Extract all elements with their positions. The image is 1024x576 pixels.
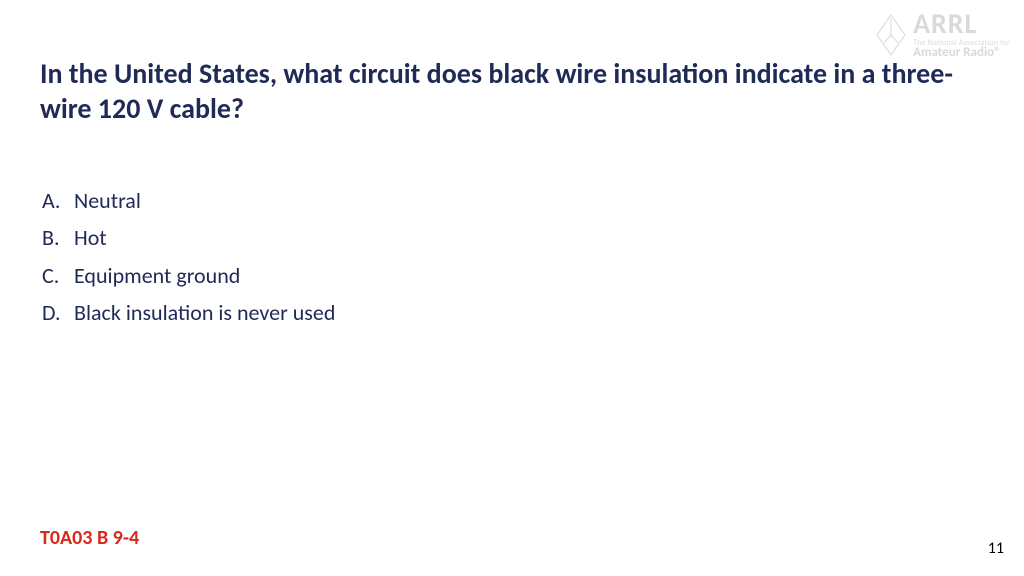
answer-option-a: A. Neutral	[40, 182, 984, 219]
logo-registered-mark: ®	[994, 45, 1001, 60]
logo-sub2-text: Amateur Radio	[913, 45, 994, 60]
answer-text: Black insulation is never used	[74, 294, 335, 331]
question-title: In the United States, what circuit does …	[40, 56, 960, 126]
arrl-diamond-icon	[875, 13, 907, 57]
answer-option-b: B. Hot	[40, 219, 984, 256]
answer-text: Equipment ground	[74, 257, 240, 294]
answer-letter: A.	[40, 182, 74, 219]
answer-letter: D.	[40, 294, 74, 331]
answer-text: Neutral	[74, 182, 141, 219]
answer-text: Hot	[74, 219, 107, 256]
logo-text-block: ARRL The National Association for Amateu…	[913, 10, 1010, 59]
logo-main-text: ARRL	[913, 10, 1010, 38]
logo-sub-line2: Amateur Radio®	[913, 46, 1010, 59]
logo-area: ARRL The National Association for Amateu…	[875, 10, 1010, 59]
answer-letter: B.	[40, 219, 74, 256]
answer-list: A. Neutral B. Hot C. Equipment ground D.…	[40, 182, 984, 332]
answer-option-d: D. Black insulation is never used	[40, 294, 984, 331]
slide-container: ARRL The National Association for Amateu…	[0, 0, 1024, 576]
answer-letter: C.	[40, 257, 74, 294]
question-code: T0A03 B 9-4	[40, 526, 139, 550]
answer-option-c: C. Equipment ground	[40, 257, 984, 294]
page-number: 11	[988, 539, 1004, 558]
